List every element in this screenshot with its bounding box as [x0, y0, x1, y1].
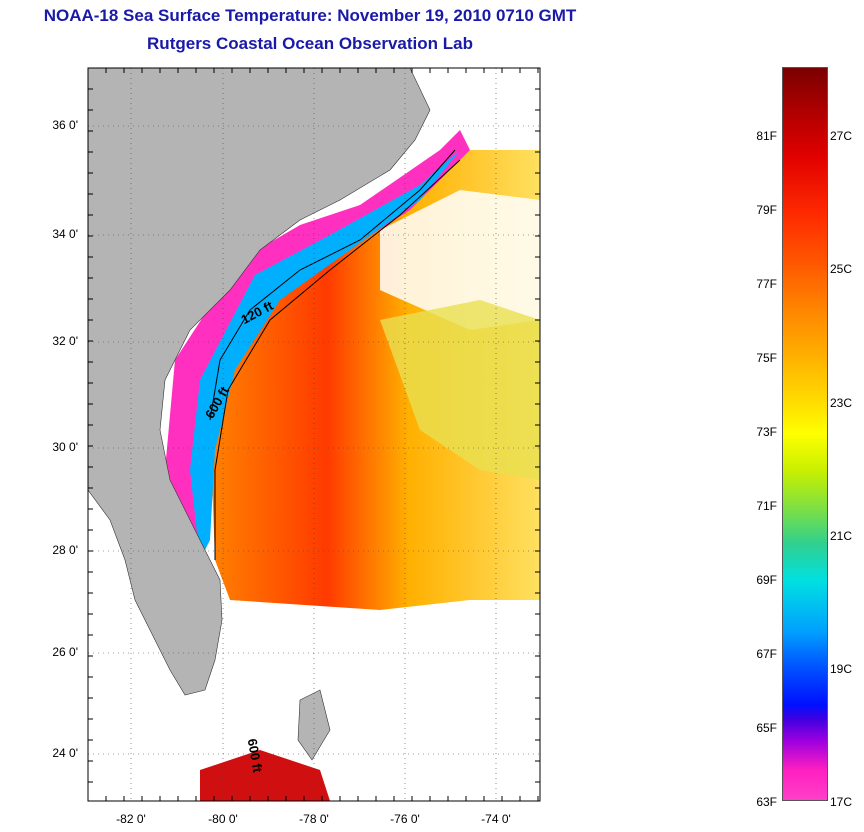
- cbar-c-19: 19C: [830, 662, 853, 676]
- cbar-f-69: 69F: [756, 573, 777, 587]
- lat-label-24: 24 0': [52, 746, 78, 760]
- cool-band: [190, 150, 460, 560]
- cbar-f-81: 81F: [756, 129, 777, 143]
- cbar-c-21: 21C: [830, 529, 853, 543]
- lat-label-34: 34 0': [52, 227, 78, 241]
- lat-label-26: 26 0': [52, 645, 78, 659]
- lat-label-28: 28 0': [52, 543, 78, 557]
- cbar-f-65: 65F: [756, 721, 777, 735]
- bahamas-island: [297, 689, 331, 761]
- cloud-patch: [380, 190, 540, 330]
- cbar-f-73: 73F: [756, 425, 777, 439]
- lon-label-78: -78 0': [299, 812, 329, 826]
- land-mass: [87, 67, 431, 696]
- contour-120ft: [209, 149, 456, 421]
- axis-ticks: [87, 67, 540, 801]
- lon-label-74: -74 0': [481, 812, 511, 826]
- cbar-c-17: 17C: [830, 795, 853, 809]
- cbar-f-75: 75F: [756, 351, 777, 365]
- lat-label-36: 36 0': [52, 118, 78, 132]
- mid-water: [380, 300, 540, 480]
- lon-label-80: -80 0': [208, 812, 238, 826]
- reef-colors: [200, 750, 330, 801]
- map-border: [87, 67, 541, 802]
- grid-lines: [88, 68, 540, 801]
- cbar-f-77: 77F: [756, 277, 777, 291]
- lon-label-82: -82 0': [116, 812, 146, 826]
- page-title: NOAA-18 Sea Surface Temperature: Novembe…: [43, 6, 577, 25]
- lat-label-30: 30 0': [52, 440, 78, 454]
- lon-label-76: -76 0': [390, 812, 420, 826]
- cbar-f-67: 67F: [756, 647, 777, 661]
- contour-600ft: [214, 159, 461, 560]
- cbar-c-27: 27C: [830, 129, 853, 143]
- lat-label-32: 32 0': [52, 334, 78, 348]
- cbar-f-79: 79F: [756, 203, 777, 217]
- cbar-c-23: 23C: [830, 396, 853, 410]
- page-subtitle: Rutgers Coastal Ocean Observation Lab: [147, 34, 473, 53]
- cbar-c-25: 25C: [830, 262, 853, 276]
- cbar-f-71: 71F: [756, 499, 777, 513]
- temperature-colorbar: [782, 67, 828, 801]
- cbar-f-63: 63F: [756, 795, 777, 809]
